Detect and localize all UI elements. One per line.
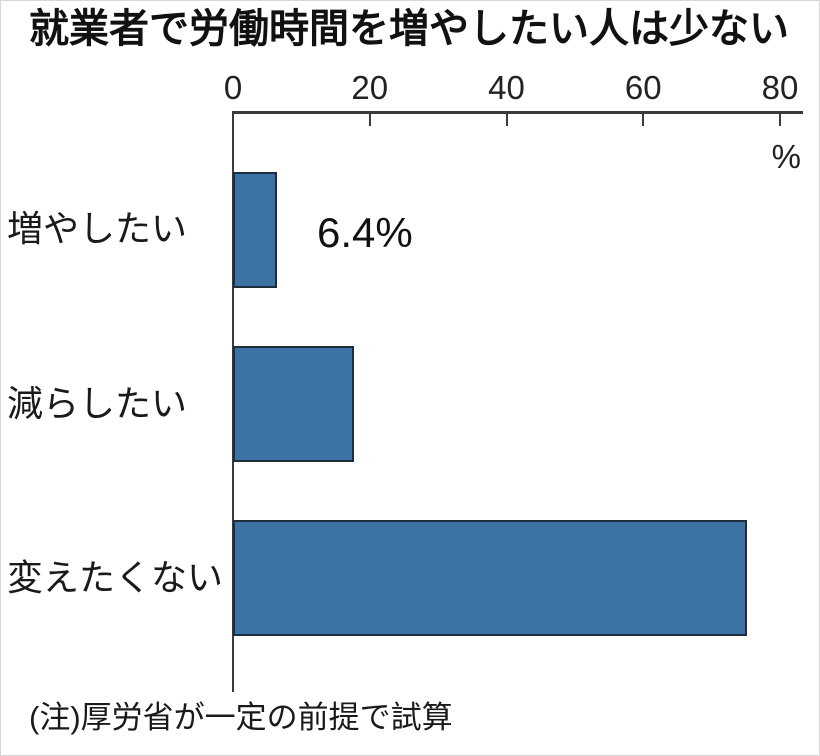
chart-title: 就業者で労働時間を増やしたい人は少ない [29,7,789,51]
value-label-increase: 6.4% [317,209,413,256]
bar-decrease [233,346,354,462]
x-tick-label: 20 [351,69,389,106]
bar-no-change [233,520,747,636]
percent-unit-label: % [771,138,801,175]
x-tick-label: 60 [624,69,662,106]
x-tick-label: 80 [761,69,799,106]
category-label-no-change: 変えたくない [7,557,224,598]
category-label-increase: 増やしたい [7,208,188,249]
bar-increase [233,172,277,288]
category-label-decrease: 減らしたい [7,383,188,424]
x-tick-mark [642,113,645,126]
x-tick-label: 40 [488,69,525,106]
x-axis-line [233,111,803,114]
x-tick-mark [505,113,508,126]
source-note: (注)厚労省が一定の前提で試算 [29,700,453,735]
x-tick-label: 0 [223,69,243,106]
x-tick-mark [368,113,371,126]
x-tick-mark [779,113,781,126]
